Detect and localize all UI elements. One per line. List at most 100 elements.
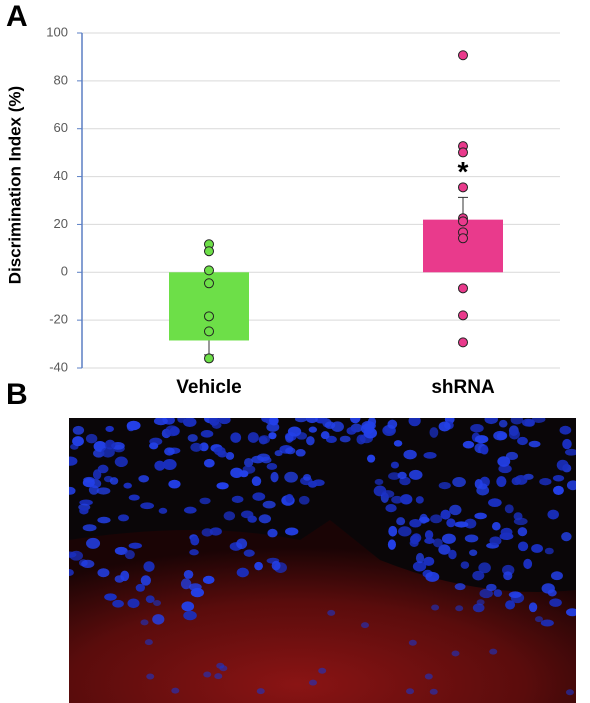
nucleus <box>523 558 533 570</box>
nucleus <box>69 456 78 466</box>
nucleus <box>138 475 150 483</box>
nucleus <box>496 476 507 487</box>
nucleus <box>356 434 366 445</box>
nucleus <box>83 476 95 483</box>
nucleus <box>419 513 428 524</box>
nucleus <box>398 526 412 537</box>
nucleus <box>425 571 440 582</box>
nucleus <box>104 593 117 601</box>
nucleus <box>308 426 318 433</box>
nucleus <box>531 544 543 553</box>
data-point <box>458 310 468 321</box>
nucleus <box>177 418 186 423</box>
nucleus <box>412 561 427 572</box>
nucleus <box>479 588 493 599</box>
nucleus <box>488 498 502 507</box>
nucleus <box>165 425 180 437</box>
nucleus <box>561 532 572 542</box>
nucleus <box>203 671 212 678</box>
nucleus <box>261 418 272 423</box>
nucleus <box>432 538 443 548</box>
nucleus <box>346 426 357 435</box>
nucleus <box>556 459 569 471</box>
nucleus <box>400 494 413 505</box>
nucleus <box>455 605 464 612</box>
nucleus <box>124 550 135 560</box>
nucleus <box>230 432 242 443</box>
nucleus <box>105 425 114 432</box>
nucleus <box>306 418 318 424</box>
nucleus <box>114 456 128 468</box>
nucleus <box>464 518 477 529</box>
nucleus <box>189 549 199 556</box>
nucleus <box>549 598 562 607</box>
y-tick-label: 20 <box>54 216 68 231</box>
nucleus <box>489 536 502 546</box>
nucleus <box>135 583 145 592</box>
nucleus <box>243 457 254 468</box>
data-point <box>204 353 214 364</box>
nucleus <box>534 616 543 623</box>
nucleus <box>565 689 574 696</box>
nucleus <box>158 507 168 514</box>
nucleus <box>247 515 257 523</box>
nucleus <box>415 552 425 564</box>
y-tick-label: 100 <box>46 24 68 39</box>
nucleus <box>429 427 439 438</box>
nucleus <box>239 470 249 478</box>
nucleus <box>316 418 328 424</box>
nucleus <box>85 433 98 444</box>
data-point <box>458 50 468 61</box>
nucleus <box>408 469 423 480</box>
nucleus <box>285 527 299 536</box>
nucleus <box>553 485 564 495</box>
nucleus <box>474 478 483 489</box>
nucleus <box>318 667 327 674</box>
nucleus <box>366 454 376 463</box>
nucleus <box>82 524 97 532</box>
nucleus <box>231 495 244 503</box>
nucleus <box>541 583 555 594</box>
nucleus <box>190 587 205 598</box>
nucleus <box>440 509 451 520</box>
nucleus <box>223 511 236 521</box>
error-bar <box>204 340 214 356</box>
data-point <box>204 326 214 337</box>
nucleus <box>476 599 485 606</box>
nucleus <box>510 418 524 425</box>
nucleus <box>144 639 153 646</box>
nucleus <box>423 451 437 459</box>
nucleus <box>72 436 84 447</box>
nucleus <box>214 673 223 680</box>
nucleus <box>236 538 248 550</box>
nucleus <box>454 583 466 591</box>
nucleus <box>257 453 271 462</box>
y-tick-label: 80 <box>54 72 68 87</box>
nucleus <box>388 525 398 537</box>
nucleus <box>540 619 554 627</box>
nucleus <box>424 673 433 680</box>
nucleus <box>514 474 528 485</box>
nucleus <box>552 474 565 482</box>
nucleus <box>478 562 491 574</box>
nucleus <box>152 614 165 625</box>
nucleus <box>415 496 424 504</box>
nucleus <box>505 451 519 461</box>
nucleus <box>162 459 177 471</box>
data-point <box>458 216 468 227</box>
nucleus <box>489 648 498 655</box>
nucleus <box>504 504 514 514</box>
nucleus <box>81 559 95 569</box>
nucleus <box>387 539 396 550</box>
nucleus <box>251 476 262 487</box>
nucleus <box>469 549 478 557</box>
nucleus <box>388 472 401 480</box>
nucleus <box>528 602 538 613</box>
nucleus <box>187 434 198 442</box>
panel-label: A <box>6 0 28 33</box>
nucleus <box>438 544 451 555</box>
nucleus <box>72 425 85 435</box>
nucleus <box>274 450 283 457</box>
nucleus <box>484 418 498 425</box>
